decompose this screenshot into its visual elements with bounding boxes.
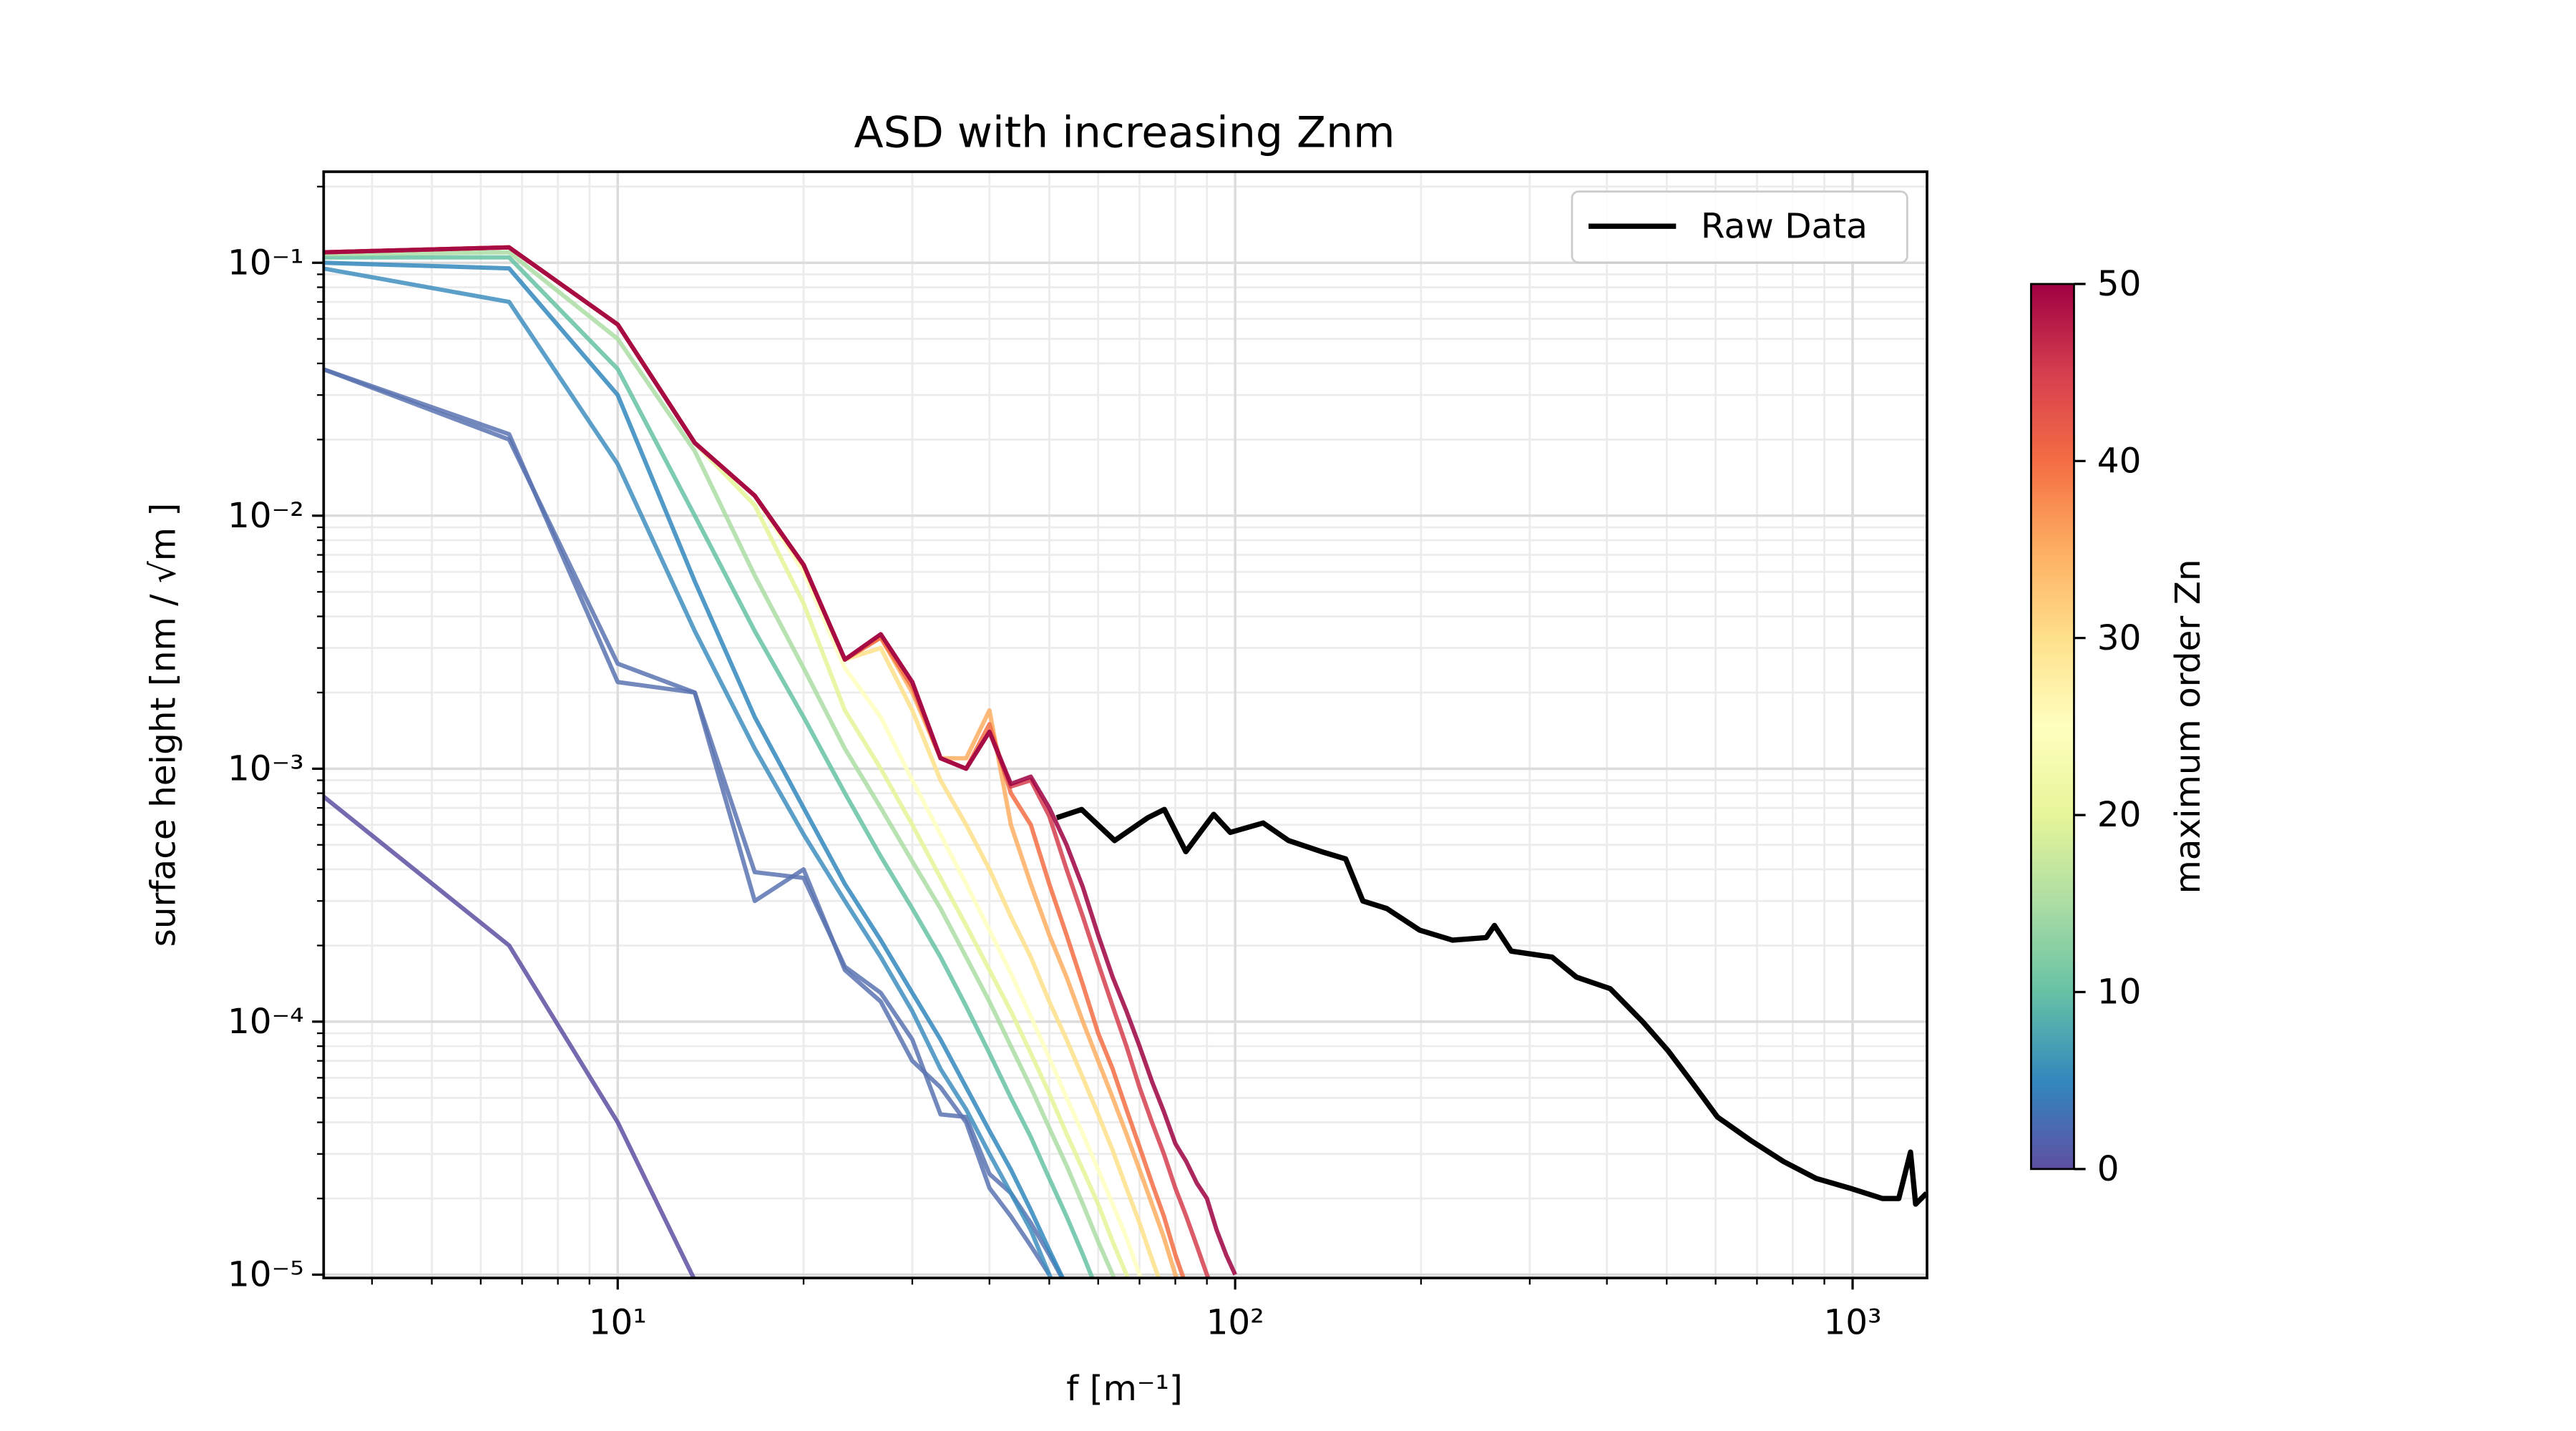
zn-line xyxy=(323,260,1065,1279)
colorbar-tick-label: 10 xyxy=(2097,972,2142,1012)
x-tick-label: 10² xyxy=(1206,1303,1264,1343)
colorbar-tick-label: 50 xyxy=(2097,264,2142,304)
grid xyxy=(323,171,1928,1279)
colorbar-tick-label: 40 xyxy=(2097,441,2142,481)
plot-lines xyxy=(323,245,1928,1279)
colorbar-tick-label: 0 xyxy=(2097,1149,2119,1189)
colorbar xyxy=(2030,283,2075,1171)
y-tick-label: 10⁻⁵ xyxy=(228,1255,304,1295)
legend-box xyxy=(1571,190,1908,264)
y-axis-label: surface height [nm / √m ] xyxy=(144,503,184,947)
legend-label: Raw Data xyxy=(1701,206,1868,246)
y-tick-label: 10⁻⁴ xyxy=(228,1002,304,1042)
axes: 10¹ 10² 10³ 10⁻¹ 10⁻² 10⁻³ 10⁻⁴ 10⁻⁵ xyxy=(228,185,1882,1343)
x-tick-label: 10¹ xyxy=(589,1303,647,1343)
zn-line xyxy=(323,250,1116,1279)
zn-line xyxy=(323,245,1186,1279)
y-tick-label: 10⁻³ xyxy=(228,749,304,789)
zn-line xyxy=(323,255,1095,1279)
y-tick-label: 10⁻¹ xyxy=(228,243,304,283)
colorbar-tick-label: 20 xyxy=(2097,795,2142,835)
chart-title: ASD with increasing Znm xyxy=(854,107,1395,157)
colorbar-tick-label: 30 xyxy=(2097,618,2142,658)
zn-line xyxy=(323,266,1053,1279)
zn-line xyxy=(323,794,696,1279)
colorbar-axis: 0 10 20 30 40 50 xyxy=(2074,264,2141,1189)
x-axis-label: f [m⁻¹] xyxy=(1066,1369,1182,1409)
zn-line xyxy=(323,245,1130,1279)
plot-frame xyxy=(322,170,1928,1279)
y-tick-label: 10⁻² xyxy=(228,496,304,536)
raw-data-line xyxy=(1055,806,1928,1207)
colorbar-label: maximum order Zn xyxy=(2168,559,2208,894)
zn-line xyxy=(323,245,1161,1279)
zn-line xyxy=(323,367,1051,1276)
zn-line xyxy=(323,245,1237,1276)
legend: Raw Data xyxy=(1588,206,1868,246)
zn-line xyxy=(323,367,1065,1279)
x-tick-label: 10³ xyxy=(1823,1303,1881,1343)
